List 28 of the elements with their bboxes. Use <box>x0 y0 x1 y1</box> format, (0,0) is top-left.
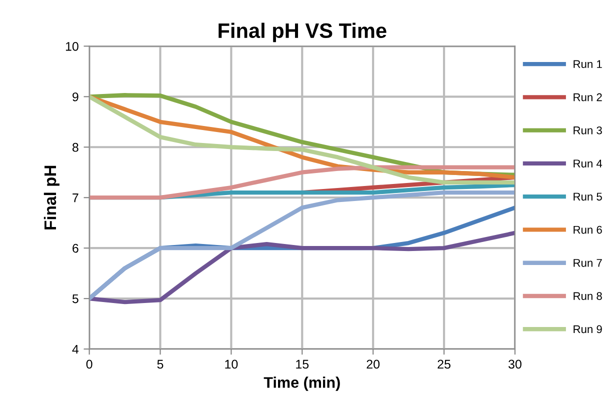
y-tick-label: 6 <box>72 244 78 253</box>
y-tick-label: 8 <box>72 142 78 152</box>
y-tick-label: 10 <box>66 42 78 51</box>
x-axis-title: Time (min) <box>264 376 340 391</box>
line-series <box>89 230 515 304</box>
x-tick-label: 5 <box>157 360 164 369</box>
x-tick-label: 20 <box>366 360 380 369</box>
legend-label: Run 5 <box>574 192 602 201</box>
x-tick-label: 30 <box>508 360 522 369</box>
legend-label: Run 8 <box>574 292 602 300</box>
legend-label: Run 3 <box>574 126 602 134</box>
x-tick-label: 0 <box>86 360 92 369</box>
y-tick-label: 4 <box>72 344 79 354</box>
legend-label: Run 2 <box>574 93 602 102</box>
legend-label: Run 4 <box>574 160 602 168</box>
y-tick-label: 7 <box>72 194 78 202</box>
y-tick-label: 9 <box>72 92 78 102</box>
legend-label: Run 9 <box>574 325 602 334</box>
y-tick-label: 5 <box>72 294 78 304</box>
x-tick-label: 15 <box>296 360 309 369</box>
chart-title: Final pH VS Time <box>218 22 386 42</box>
legend-label: Run 1 <box>574 60 602 68</box>
line-series <box>89 165 515 200</box>
x-tick-label: 25 <box>438 360 450 369</box>
legend-label: Run 6 <box>574 226 602 234</box>
legend-label: Run 7 <box>574 259 602 267</box>
y-axis-title: Final pH <box>44 166 60 230</box>
x-tick-label: 10 <box>225 360 238 369</box>
